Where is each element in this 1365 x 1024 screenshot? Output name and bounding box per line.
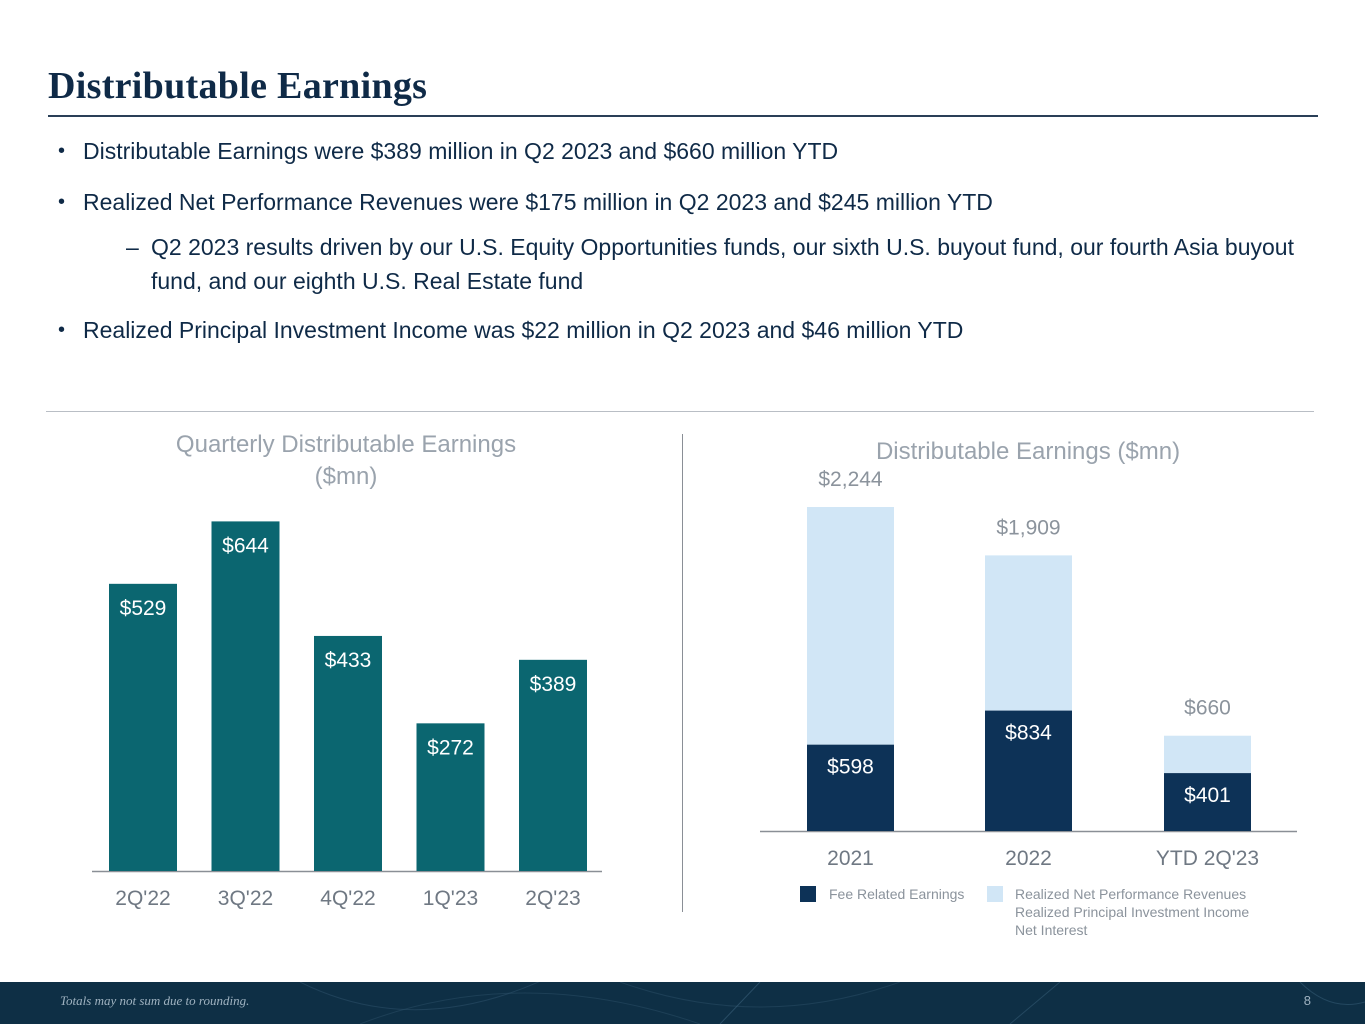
x-tick-label: 2Q'22: [115, 887, 170, 910]
bullet-item: • Realized Net Performance Revenues were…: [58, 185, 1298, 219]
sub-bullet-text: Q2 2023 results driven by our U.S. Equit…: [151, 234, 1294, 294]
page-title: Distributable Earnings: [48, 65, 428, 107]
bullet-dot: •: [58, 319, 66, 341]
bar: [211, 521, 280, 871]
bar: [416, 723, 485, 871]
bar-segment-other-income: [807, 507, 894, 745]
x-tick-label: 2021: [827, 847, 874, 870]
bullet-text: Realized Principal Investment Income was…: [83, 317, 964, 343]
page-number: 8: [1303, 993, 1311, 1008]
data-label: $834: [1005, 722, 1052, 745]
total-label: $1,909: [996, 516, 1060, 539]
bar-segment-fee-related-earnings: [985, 710, 1072, 831]
bar-segment-fee-related-earnings: [807, 744, 894, 831]
legend-other-income: Realized Net Performance Revenues Realiz…: [987, 885, 1287, 939]
footer-decoration: [299, 982, 1365, 1024]
legend-swatch-navy: [800, 886, 816, 902]
title-rule: [48, 115, 1318, 117]
sub-bullet-dash: –: [126, 234, 139, 260]
total-label: $2,244: [818, 468, 883, 491]
chart-divider: [682, 434, 683, 912]
total-label: $660: [1184, 697, 1231, 720]
bullet-item: • Realized Principal Investment Income w…: [58, 313, 1298, 347]
data-label: $433: [325, 649, 372, 672]
bar: [109, 583, 177, 871]
quarterly-chart-title-line1: Quarterly Distributable Earnings: [175, 431, 517, 458]
bullet-dot: •: [58, 191, 66, 213]
annual-chart-title: Distributable Earnings ($mn): [875, 438, 1181, 465]
x-tick-label: 2022: [1005, 847, 1052, 870]
legend-label-fre: Fee Related Earnings: [829, 886, 965, 902]
bullet-item: • Distributable Earnings were $389 milli…: [58, 134, 1298, 168]
data-label: $401: [1184, 784, 1231, 807]
footnote: Totals may not sum due to rounding.: [60, 993, 250, 1008]
legend-swatch-light-blue: [987, 886, 1003, 902]
bullet-text: Distributable Earnings were $389 million…: [83, 138, 839, 164]
x-tick-label: 3Q'22: [218, 887, 273, 910]
x-tick-label: 1Q'23: [423, 887, 478, 910]
legend-fee-related-earnings: Fee Related Earnings: [800, 885, 980, 903]
x-tick-label: YTD 2Q'23: [1156, 847, 1259, 870]
data-label: $389: [530, 673, 577, 696]
bar: [519, 659, 587, 871]
footer-bar: Totals may not sum due to rounding. 8: [0, 982, 1365, 1024]
bar-segment-other-income: [985, 555, 1072, 711]
data-label: $272: [427, 736, 474, 759]
x-tick-label: 2Q'23: [525, 887, 580, 910]
quarterly-bar-chart: $529 2Q'22 $644 3Q'22 $433 4Q'22 $272 1Q'23 $389…: [92, 521, 602, 910]
bar: [314, 635, 382, 871]
data-label: $644: [222, 534, 269, 557]
sub-bullet-item: – Q2 2023 results driven by our U.S. Equ…: [58, 230, 1298, 298]
quarterly-chart-title-line2: ($mn): [314, 463, 378, 490]
bullet-list: • Distributable Earnings were $389 milli…: [58, 134, 1298, 364]
annual-stacked-bar-chart: $598 $2,244 2021 $834 $1,909 2022 $401 $660 YTD …: [760, 468, 1297, 870]
section-rule: [46, 411, 1314, 412]
bar-segment-other-income: [1164, 735, 1251, 774]
bullet-text: Realized Net Performance Revenues were $…: [83, 189, 993, 215]
quarterly-chart-title: Quarterly Distributable Earnings ($mn): [100, 429, 592, 493]
data-label: $598: [827, 756, 874, 779]
legend-label-net-performance: Realized Net Performance Revenues: [1015, 886, 1247, 902]
bullet-dot: •: [58, 140, 66, 162]
x-tick-label: 4Q'22: [320, 887, 375, 910]
data-label: $529: [120, 597, 167, 620]
legend-label-principal-investment: Realized Principal Investment Income: [1015, 904, 1250, 920]
bar-segment-fee-related-earnings: [1164, 773, 1251, 831]
legend-label-net-interest: Net Interest: [1015, 922, 1088, 938]
